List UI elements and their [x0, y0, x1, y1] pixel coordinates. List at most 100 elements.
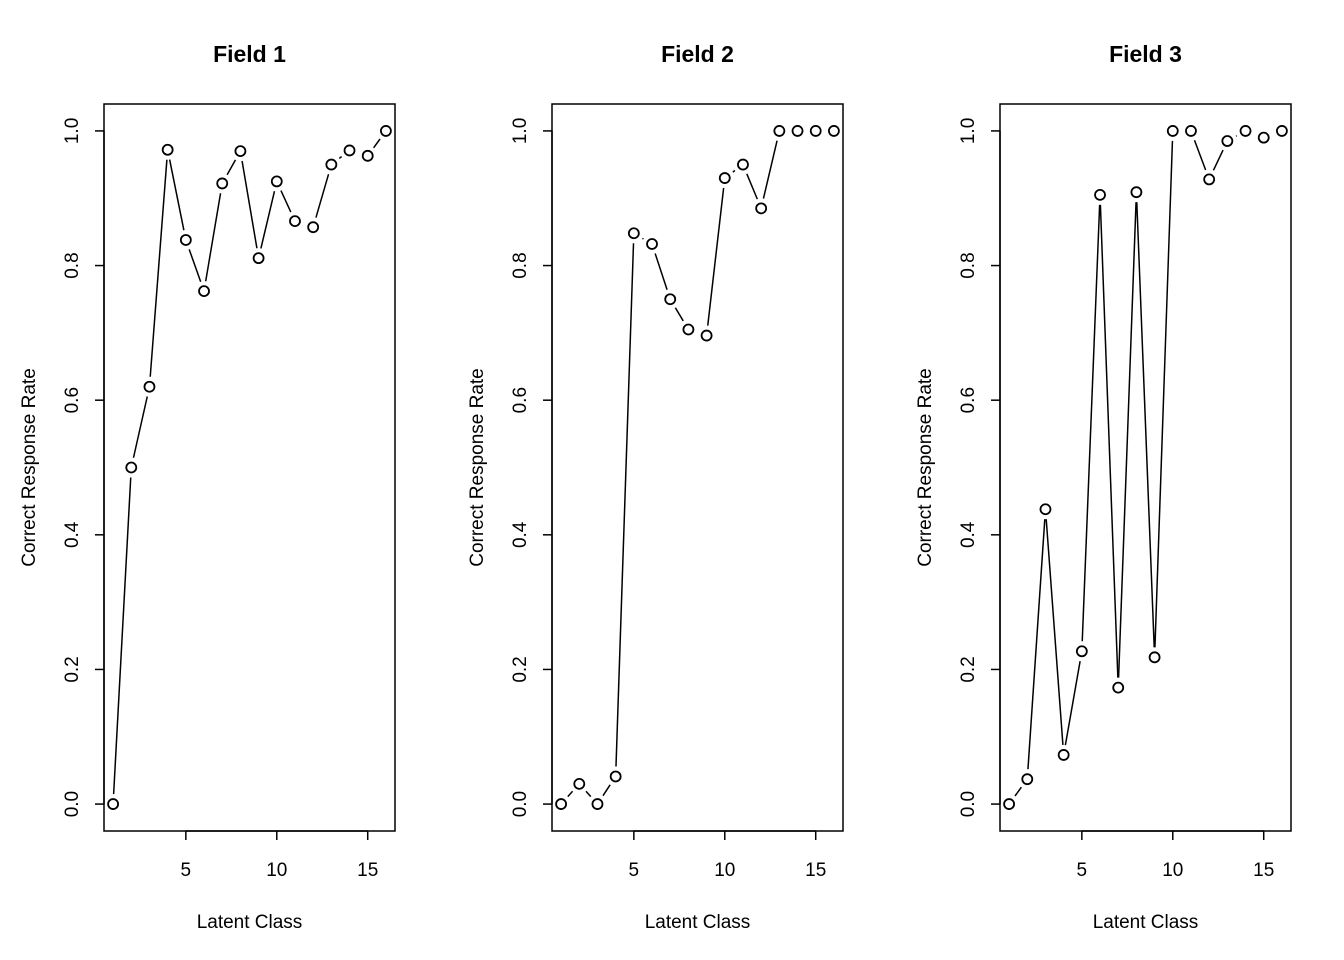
data-point [198, 285, 210, 298]
series-segment [602, 784, 611, 797]
y-tick-label: 0.4 [62, 521, 83, 548]
data-point [773, 125, 786, 137]
x-tick-label: 5 [629, 860, 640, 881]
x-tick-label: 10 [1162, 860, 1183, 881]
series-segment [1045, 519, 1064, 746]
y-tick-label: 0.8 [958, 252, 979, 278]
y-tick-label: 0.2 [510, 656, 531, 682]
series-segment [1136, 202, 1155, 648]
x-tick-label: 10 [266, 860, 287, 881]
y-tick-label: 0.2 [958, 656, 979, 682]
data-point [307, 221, 320, 234]
series-segment [1154, 140, 1174, 648]
data-point [361, 149, 374, 162]
series-segment [732, 169, 736, 173]
series-segment [1064, 660, 1081, 746]
data-point [1112, 681, 1125, 694]
y-axis-label: Correct Response Rate [19, 368, 40, 567]
data-point [1203, 173, 1216, 186]
y-tick-label: 0.6 [510, 387, 531, 413]
x-tick-label: 5 [1077, 860, 1088, 881]
series-segment [642, 237, 644, 240]
data-point [289, 215, 301, 228]
y-tick-label: 0.8 [62, 252, 83, 278]
data-point [1094, 188, 1106, 201]
y-axis-label: Correct Response Rate [915, 368, 936, 567]
series-segment [1193, 140, 1207, 171]
data-point [1021, 773, 1034, 786]
data-point [627, 227, 640, 240]
series-segment [567, 790, 574, 798]
data-point [755, 202, 768, 215]
data-point [664, 293, 677, 306]
data-point [700, 329, 713, 342]
series-segment [1099, 204, 1119, 678]
y-tick-label: 1.0 [958, 118, 979, 144]
x-tick-label: 15 [357, 860, 378, 881]
series-segment [706, 187, 725, 326]
y-tick-label: 0.2 [62, 656, 83, 682]
series-segment [168, 159, 185, 231]
data-point [325, 158, 338, 171]
series-segment [1212, 149, 1224, 171]
data-point [1003, 798, 1015, 810]
series-segment [280, 190, 292, 213]
y-tick-label: 0.6 [958, 387, 979, 413]
series-segment [338, 155, 343, 160]
series-segment [241, 160, 258, 249]
series-segment [615, 243, 635, 767]
data-point [125, 461, 138, 474]
x-axis-label: Latent Class [1093, 912, 1199, 933]
plot-frame [999, 103, 1292, 832]
chart-panel-3: Field 3 5 10 15 0.0 0.2 0.4 0.6 0.8 1.0 Latent Cla… [915, 41, 1292, 933]
series-segment [1027, 519, 1046, 770]
series-segment [112, 477, 132, 795]
series-segment [204, 193, 222, 282]
series-segment [746, 173, 759, 200]
x-axis-label: Latent Class [645, 912, 751, 933]
data-point [252, 252, 265, 265]
x-tick-label: 5 [181, 860, 192, 881]
series-segment [315, 173, 330, 218]
y-tick-label: 0.4 [510, 521, 531, 548]
series-segment [1081, 204, 1101, 642]
series-segment [373, 138, 381, 149]
y-tick-label: 1.0 [510, 118, 531, 144]
y-tick-label: 1.0 [62, 118, 83, 144]
series-segment [226, 159, 237, 176]
data-point [1057, 749, 1070, 761]
series-segment [132, 396, 149, 458]
y-tick-label: 0.0 [62, 791, 83, 817]
series-segment [1117, 202, 1137, 678]
x-tick-label: 10 [714, 860, 735, 881]
data-point [1276, 125, 1288, 137]
data-point [234, 145, 247, 158]
series-segment [149, 159, 168, 377]
series-segment [674, 307, 684, 322]
data-point [1075, 645, 1088, 658]
data-point [1185, 125, 1197, 137]
data-point [555, 798, 567, 810]
data-point [1257, 131, 1270, 144]
x-tick-label: 15 [805, 860, 826, 881]
chart-title: Field 2 [661, 41, 734, 67]
data-point [718, 172, 731, 184]
data-point [809, 125, 822, 137]
data-point [1130, 186, 1143, 199]
y-tick-label: 0.8 [510, 252, 531, 278]
data-point [646, 238, 658, 250]
data-point [791, 125, 804, 137]
data-point [343, 144, 356, 157]
data-point [737, 158, 749, 171]
data-point [682, 323, 695, 336]
data-point [609, 770, 622, 783]
data-point [828, 125, 840, 137]
chart-panel-1: Field 1 5 10 15 0.0 0.2 0.4 0.6 0.8 1.0 Latent Cla… [19, 41, 396, 933]
series-segment [188, 249, 202, 282]
data-point [573, 777, 586, 790]
data-point [161, 143, 174, 156]
data-point [1221, 135, 1234, 147]
series-segment [260, 190, 276, 249]
series-segment [654, 253, 668, 290]
